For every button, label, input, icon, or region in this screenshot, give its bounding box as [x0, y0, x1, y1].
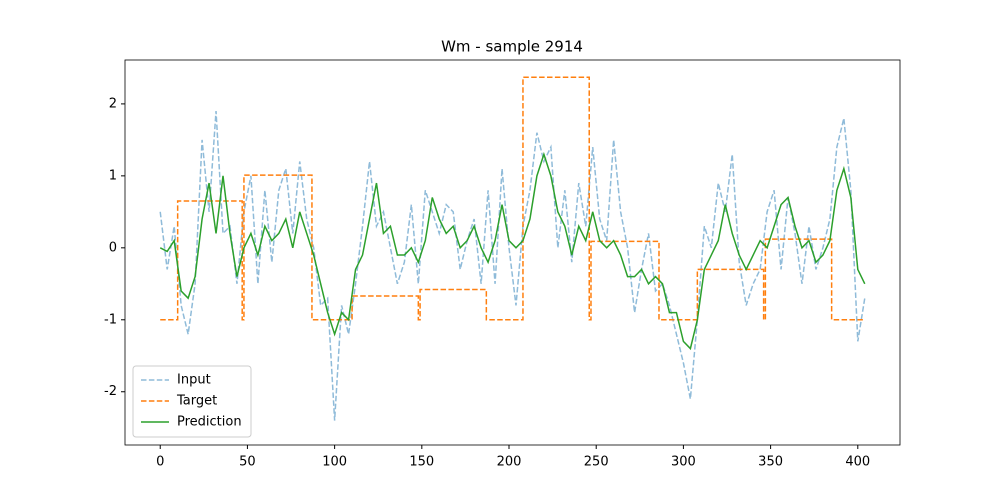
legend-label: Target	[176, 394, 217, 409]
chart-title: Wm - sample 2914	[441, 38, 583, 56]
x-tick-label: 250	[584, 455, 609, 470]
y-tick-label: -1	[104, 312, 117, 327]
y-tick-label: 1	[109, 168, 117, 183]
series-line	[159, 111, 866, 421]
x-tick-label: 0	[156, 455, 164, 470]
x-tick-label: 300	[671, 455, 696, 470]
legend-label: Input	[177, 373, 211, 388]
x-tick-label: 400	[845, 455, 870, 470]
plot-frame	[124, 59, 901, 446]
x-tick-label: 150	[409, 455, 434, 470]
series-line	[160, 76, 865, 321]
x-tick-label: 50	[239, 455, 256, 470]
x-tick-label: 350	[758, 455, 783, 470]
y-tick-label: 2	[109, 96, 117, 111]
x-tick-label: 200	[497, 455, 522, 470]
legend-box	[132, 365, 252, 438]
legend-label: Prediction	[177, 415, 242, 430]
y-tick-label: -2	[104, 384, 117, 399]
series-line	[159, 151, 866, 351]
y-tick-label: 0	[109, 240, 117, 255]
x-tick-label: 100	[322, 455, 347, 470]
